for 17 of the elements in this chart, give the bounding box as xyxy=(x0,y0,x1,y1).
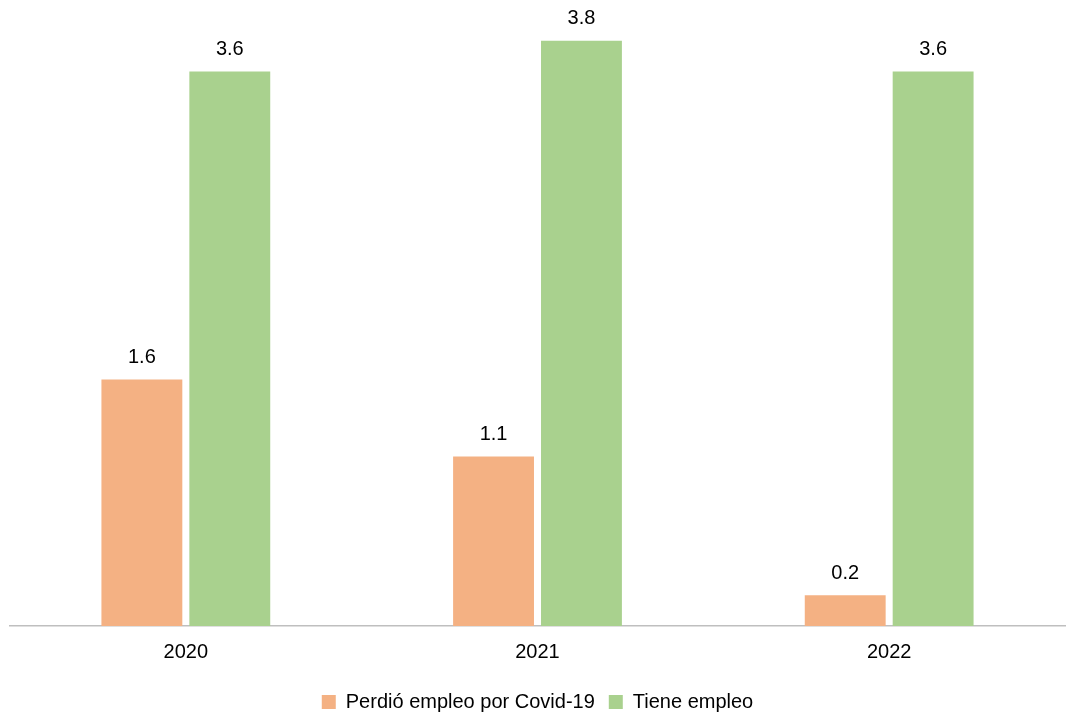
x-tick-label: 2022 xyxy=(866,639,912,662)
data-label: 3.6 xyxy=(919,37,948,60)
data-label: 3.6 xyxy=(215,37,244,60)
bar xyxy=(453,456,534,626)
x-tick-label: 2020 xyxy=(163,639,209,662)
bar xyxy=(189,71,271,626)
x-tick-label: 2021 xyxy=(515,639,560,662)
bar xyxy=(892,71,974,626)
bar xyxy=(101,379,183,626)
data-label: 1.6 xyxy=(127,345,156,368)
legend-label: Perdió empleo por Covid-19 xyxy=(345,689,595,712)
bar xyxy=(804,595,886,626)
data-label: 1.1 xyxy=(479,422,508,445)
data-label: 3.8 xyxy=(567,6,596,29)
data-label: 0.2 xyxy=(831,560,860,583)
bar xyxy=(541,40,622,626)
legend-label: Tiene empleo xyxy=(632,689,754,712)
